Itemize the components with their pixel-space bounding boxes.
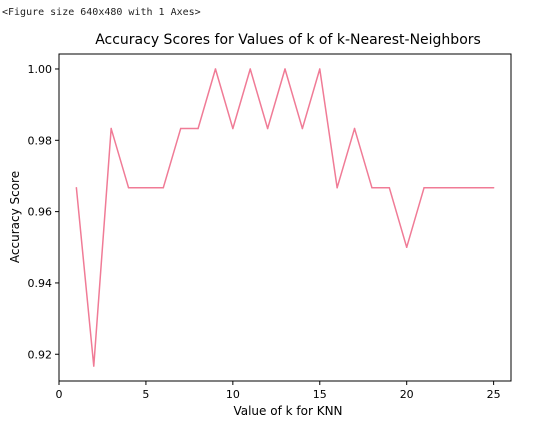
y-axis-label: Accuracy Score bbox=[8, 171, 22, 263]
x-axis-label: Value of k for KNN bbox=[233, 404, 342, 418]
data-point bbox=[440, 186, 443, 189]
x-tick-label: 25 bbox=[487, 388, 501, 401]
data-point bbox=[127, 186, 130, 189]
data-point bbox=[371, 186, 373, 189]
data-point bbox=[93, 365, 95, 367]
data-point bbox=[266, 127, 269, 130]
x-tick-label: 0 bbox=[56, 388, 63, 401]
data-point bbox=[110, 127, 112, 130]
data-point bbox=[301, 127, 304, 130]
data-point bbox=[284, 68, 286, 70]
x-axis: 0 5 10 15 20 25 bbox=[56, 381, 501, 401]
y-tick-label: 1.00 bbox=[28, 63, 53, 76]
plot-frame bbox=[58, 53, 512, 382]
data-point bbox=[458, 186, 460, 189]
data-point bbox=[197, 127, 199, 130]
data-point bbox=[319, 68, 321, 70]
data-point bbox=[388, 186, 391, 189]
data-point bbox=[145, 186, 147, 189]
data-point bbox=[475, 186, 477, 189]
data-point bbox=[75, 186, 78, 189]
data-point bbox=[492, 186, 495, 189]
series-points bbox=[75, 68, 495, 367]
x-tick-label: 5 bbox=[142, 388, 149, 401]
data-point bbox=[179, 127, 182, 130]
x-tick-label: 20 bbox=[400, 388, 414, 401]
y-tick-label: 0.94 bbox=[28, 277, 53, 290]
y-axis: 0.92 0.94 0.96 0.98 1.00 bbox=[28, 63, 59, 361]
data-point bbox=[405, 246, 408, 249]
y-tick-label: 0.92 bbox=[28, 348, 53, 361]
figure-size-caption: <Figure size 640x480 with 1 Axes> bbox=[2, 7, 201, 18]
data-point bbox=[162, 186, 165, 189]
data-point bbox=[353, 127, 356, 130]
data-point bbox=[336, 186, 338, 189]
x-tick-label: 15 bbox=[313, 388, 327, 401]
data-point bbox=[214, 68, 217, 70]
accuracy-series-line bbox=[75, 68, 494, 367]
data-point bbox=[423, 186, 425, 189]
y-tick-label: 0.98 bbox=[28, 134, 53, 147]
data-point bbox=[249, 68, 251, 70]
x-tick-label: 10 bbox=[226, 388, 240, 401]
y-tick-label: 0.96 bbox=[28, 206, 53, 219]
chart-title: Accuracy Scores for Values of k of k-Nea… bbox=[95, 32, 481, 48]
data-point bbox=[232, 127, 234, 130]
